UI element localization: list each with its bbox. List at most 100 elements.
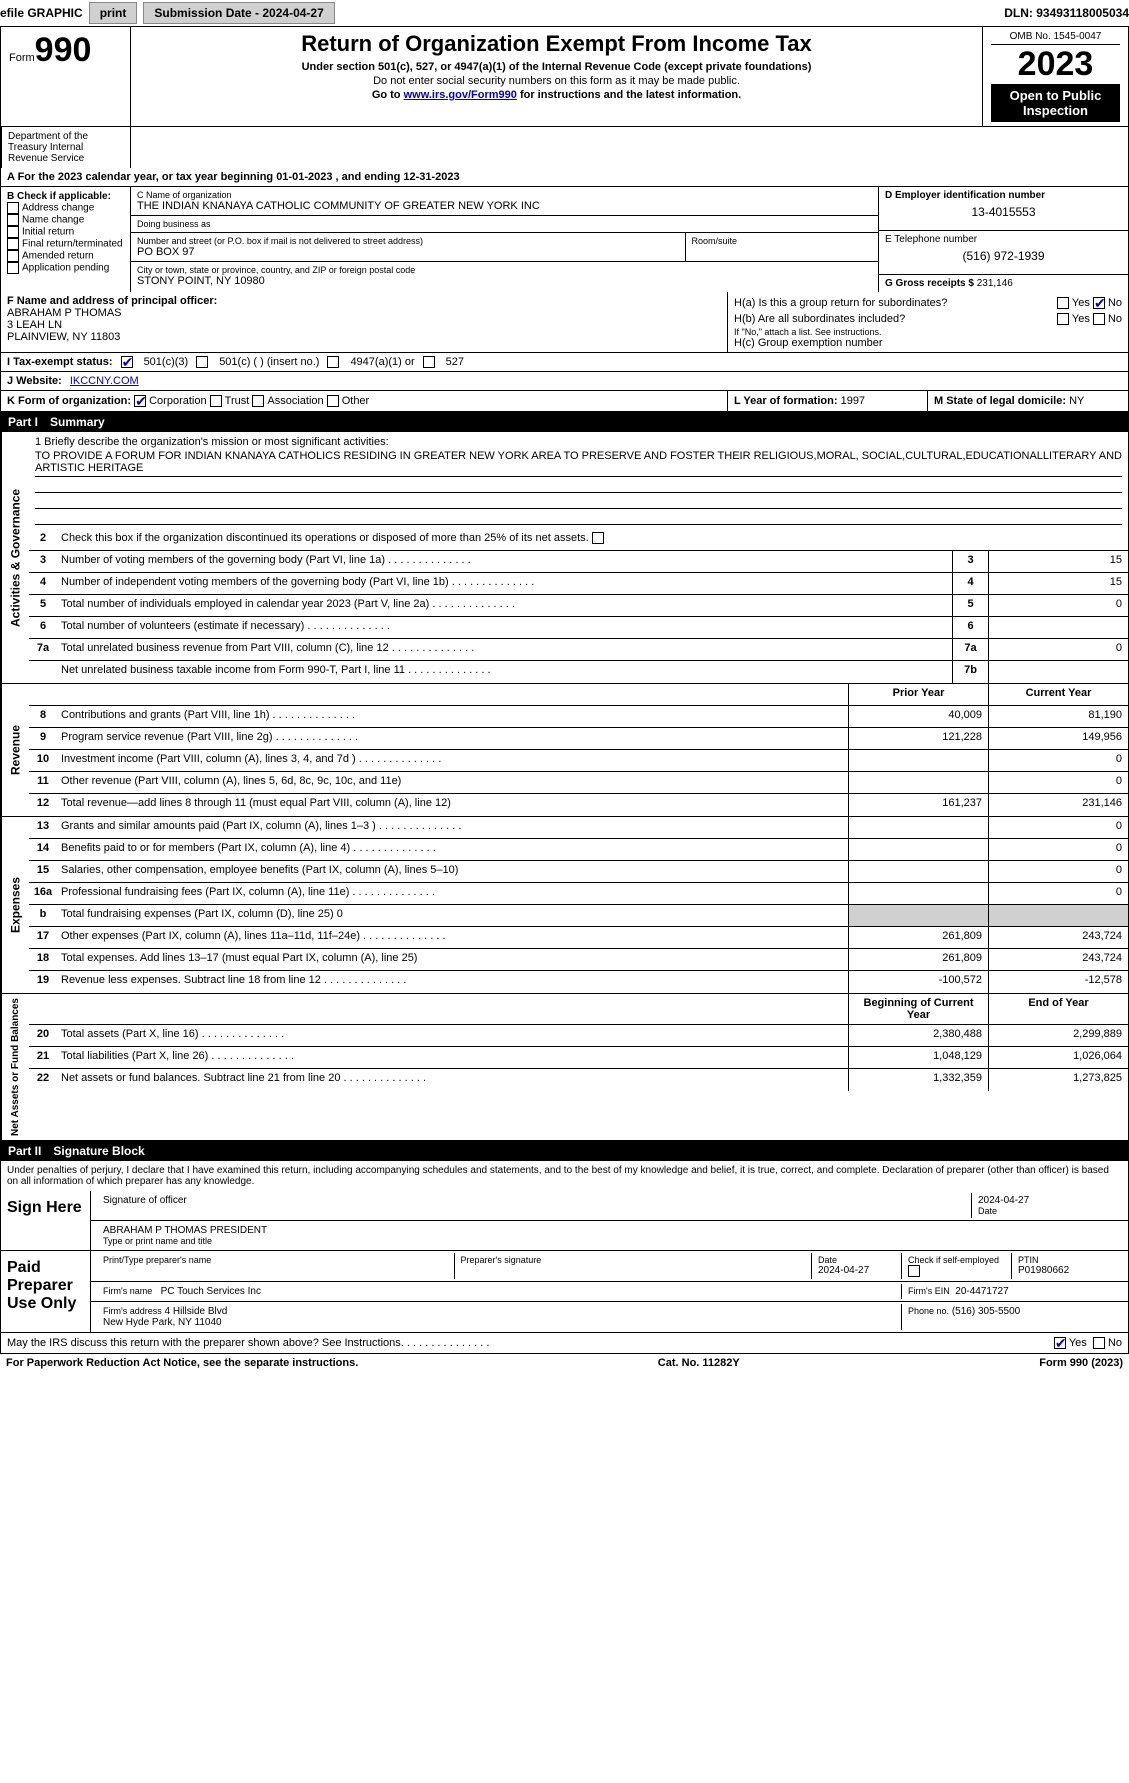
p15 [848, 861, 988, 882]
paid-preparer-label: Paid Preparer Use Only [1, 1251, 91, 1332]
hb-no[interactable] [1093, 313, 1105, 325]
prep-date: 2024-04-27 [818, 1265, 895, 1276]
net-assets-section: Net Assets or Fund Balances Beginning of… [0, 994, 1129, 1141]
ha-yes[interactable] [1057, 297, 1069, 309]
p10 [848, 750, 988, 771]
check-trust[interactable] [210, 395, 222, 407]
phone-label: E Telephone number [885, 234, 1122, 245]
footer-mid: Cat. No. 11282Y [658, 1357, 740, 1369]
sign-here-label: Sign Here [1, 1191, 91, 1250]
form-warning: Do not enter social security numbers on … [139, 75, 974, 87]
p19: -100,572 [848, 971, 988, 993]
check-name-change[interactable] [7, 214, 19, 226]
phone-value: (516) 972-1939 [885, 245, 1122, 263]
check-501c3[interactable] [121, 356, 133, 368]
mission-block: 1 Briefly describe the organization's mi… [29, 432, 1128, 529]
p18: 261,809 [848, 949, 988, 970]
ein-value: 13-4015553 [885, 201, 1122, 219]
discuss-no[interactable] [1093, 1337, 1105, 1349]
city-label: City or town, state or province, country… [137, 265, 872, 275]
col-b: B Check if applicable: Address change Na… [1, 187, 131, 292]
firm-ein: 20-4471727 [955, 1286, 1008, 1297]
expenses-section: Expenses 13Grants and similar amounts pa… [0, 817, 1129, 994]
c19: -12,578 [988, 971, 1128, 993]
street-value: PO BOX 97 [137, 246, 679, 258]
firm-addr1: 4 Hillside Blvd [165, 1306, 228, 1317]
box-bcde: B Check if applicable: Address change Na… [0, 187, 1129, 292]
b22: 1,332,359 [848, 1069, 988, 1091]
website-link[interactable]: IKCCNY.COM [70, 375, 139, 387]
hb-yes[interactable] [1057, 313, 1069, 325]
principal-officer: F Name and address of principal officer:… [1, 292, 728, 352]
check-other[interactable] [327, 395, 339, 407]
check-self-employed[interactable] [908, 1265, 920, 1277]
activities-governance: Activities & Governance 1 Briefly descri… [0, 432, 1129, 684]
p9: 121,228 [848, 728, 988, 749]
signature-block: Sign Here Signature of officer2024-04-27… [0, 1191, 1129, 1354]
firm-addr2: New Hyde Park, NY 11040 [103, 1317, 222, 1328]
officer-name: ABRAHAM P THOMAS PRESIDENT [103, 1225, 1116, 1236]
c11: 0 [988, 772, 1128, 793]
discuss-yes[interactable] [1054, 1337, 1066, 1349]
goto-line: Go to www.irs.gov/Form990 for instructio… [139, 89, 974, 101]
v7b [988, 661, 1128, 683]
revenue-section: Revenue Prior YearCurrent Year 8Contribu… [0, 684, 1129, 817]
row-i: I Tax-exempt status: 501(c)(3) 501(c) ( … [0, 353, 1129, 372]
submission-button[interactable]: Submission Date - 2024-04-27 [143, 2, 334, 24]
form-title: Return of Organization Exempt From Incom… [139, 31, 974, 57]
p11 [848, 772, 988, 793]
b-label: B Check if applicable: [7, 191, 124, 202]
check-corp[interactable] [134, 395, 146, 407]
v7a: 0 [988, 639, 1128, 660]
c10: 0 [988, 750, 1128, 771]
side-net: Net Assets or Fund Balances [1, 994, 29, 1140]
e22: 1,273,825 [988, 1069, 1128, 1091]
hb-note: If "No," attach a list. See instructions… [734, 327, 1122, 337]
side-rev: Revenue [1, 684, 29, 816]
check-amended[interactable] [7, 250, 19, 262]
e21: 1,026,064 [988, 1047, 1128, 1068]
ein-label: D Employer identification number [885, 190, 1122, 201]
p13 [848, 817, 988, 838]
check-4947[interactable] [327, 356, 339, 368]
c17: 243,724 [988, 927, 1128, 948]
check-address-change[interactable] [7, 202, 19, 214]
check-527[interactable] [423, 356, 435, 368]
c15: 0 [988, 861, 1128, 882]
firm-phone: (516) 305-5500 [952, 1306, 1020, 1317]
c8: 81,190 [988, 706, 1128, 727]
topbar: efile GRAPHIC print Submission Date - 20… [0, 0, 1129, 26]
sign-date: 2024-04-27 [978, 1195, 1116, 1206]
irs-link[interactable]: www.irs.gov/Form990 [404, 89, 517, 101]
dba-label: Doing business as [137, 219, 872, 229]
footer: For Paperwork Reduction Act Notice, see … [0, 1354, 1129, 1372]
omb-number: OMB No. 1545-0047 [991, 31, 1120, 45]
c14: 0 [988, 839, 1128, 860]
street-label: Number and street (or P.O. box if mail i… [137, 236, 679, 246]
check-final-return[interactable] [7, 238, 19, 250]
c-name-label: C Name of organization [137, 190, 872, 200]
b20: 2,380,488 [848, 1025, 988, 1046]
v6 [988, 617, 1128, 638]
part2-header: Part II Signature Block [0, 1141, 1129, 1161]
c12: 231,146 [988, 794, 1128, 816]
city-value: STONY POINT, NY 10980 [137, 275, 872, 287]
hc-label: H(c) Group exemption number [734, 337, 1122, 349]
efile-label: efile GRAPHIC [0, 6, 83, 20]
v3: 15 [988, 551, 1128, 572]
c9: 149,956 [988, 728, 1128, 749]
firm-name: PC Touch Services Inc [161, 1286, 261, 1297]
row-fh: F Name and address of principal officer:… [0, 292, 1129, 353]
ha-label: H(a) Is this a group return for subordin… [734, 297, 947, 309]
c13: 0 [988, 817, 1128, 838]
check-501c[interactable] [196, 356, 208, 368]
p14 [848, 839, 988, 860]
ha-no[interactable] [1093, 297, 1105, 309]
check-initial-return[interactable] [7, 226, 19, 238]
print-button[interactable]: print [89, 2, 138, 24]
gross-receipts-value: 231,146 [977, 278, 1013, 289]
check-assoc[interactable] [252, 395, 264, 407]
check-discontinued[interactable] [592, 532, 604, 544]
footer-left: For Paperwork Reduction Act Notice, see … [6, 1357, 358, 1369]
check-application-pending[interactable] [7, 262, 19, 274]
